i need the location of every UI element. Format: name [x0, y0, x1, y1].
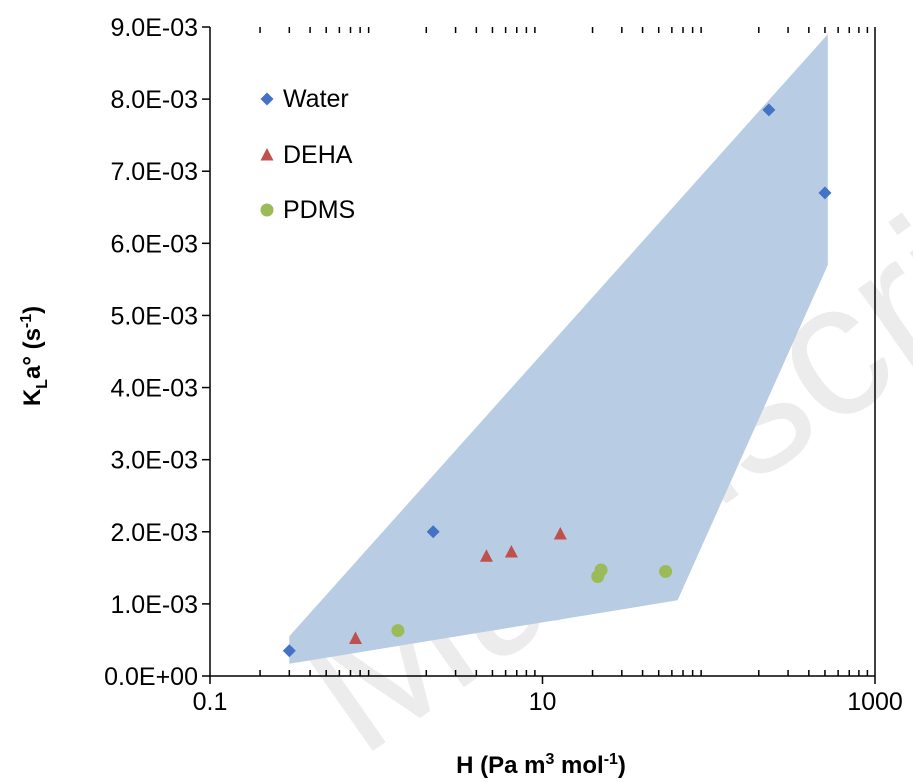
- series-water: [282, 103, 832, 658]
- y-tick-label: 8.0E-03: [110, 86, 198, 114]
- y-tick-label: 4.0E-03: [110, 375, 198, 403]
- y-tick-label: 9.0E-03: [110, 14, 198, 42]
- data-point-deha: [348, 631, 362, 645]
- y-tick-label: 3.0E-03: [110, 447, 198, 475]
- legend-marker-pdms: [260, 203, 274, 217]
- series-deha: [348, 526, 567, 645]
- data-point-water: [762, 103, 776, 117]
- legend-label-deha: DEHA: [283, 141, 353, 169]
- legend: Water DEHA PDMS: [260, 85, 355, 224]
- y-tick-label: 0.0E+00: [104, 663, 198, 691]
- data-point-deha: [553, 526, 567, 540]
- y-tick-label: 7.0E-03: [110, 158, 198, 186]
- x-tick-label: 0.1: [193, 688, 228, 716]
- data-point-water: [426, 525, 440, 539]
- legend-marker-water: [260, 92, 274, 106]
- envelope-area: [289, 34, 828, 664]
- y-tick-label: 6.0E-03: [110, 230, 198, 258]
- x-tick-label: 10: [529, 688, 557, 716]
- y-tick-label: 5.0E-03: [110, 302, 198, 330]
- data-point-water: [282, 644, 296, 658]
- data-point-water: [818, 186, 832, 200]
- x-tick-label: 1000: [847, 688, 903, 716]
- legend-label-pdms: PDMS: [283, 196, 355, 224]
- data-point-deha: [479, 549, 493, 562]
- data-point-pdms: [659, 564, 673, 578]
- y-tick-label: 2.0E-03: [110, 519, 198, 547]
- series-pdms: [391, 563, 673, 638]
- legend-label-water: Water: [283, 85, 349, 113]
- y-tick-label: 1.0E-03: [110, 591, 198, 619]
- data-point-deha: [504, 544, 518, 558]
- x-axis-title: H (Pa m3 mol-1): [456, 751, 626, 779]
- data-point-pdms: [391, 624, 405, 638]
- data-point-pdms: [594, 563, 608, 577]
- legend-marker-deha: [260, 148, 274, 161]
- y-axis-title: KLa° (s-1): [18, 306, 51, 406]
